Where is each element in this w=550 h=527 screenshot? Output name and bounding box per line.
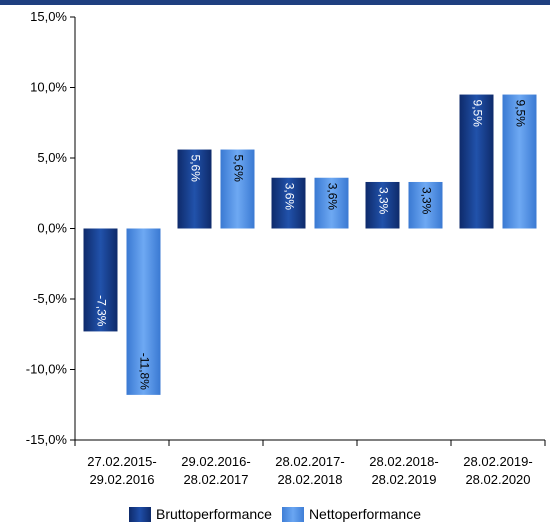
legend-item-netto: Nettoperformance — [281, 506, 421, 522]
legend-label-brutto: Bruttoperformance — [155, 506, 272, 522]
x-tick-label: 28.02.2018- — [369, 454, 438, 469]
x-tick-label: 28.02.2017- — [275, 454, 344, 469]
bar-netto — [408, 181, 443, 229]
data-label: 3,6% — [325, 183, 339, 211]
y-tick-label: -5,0% — [33, 291, 67, 306]
bar-netto — [314, 177, 349, 229]
data-label: 5,6% — [231, 155, 245, 183]
x-tick-label: 28.02.2018 — [277, 472, 342, 487]
x-tick-label: 27.02.2015- — [87, 454, 156, 469]
bar-netto — [502, 94, 537, 229]
legend-swatch-netto — [281, 506, 304, 522]
bar-brutto — [459, 94, 494, 229]
data-label: -7,3% — [94, 295, 108, 327]
legend-label-netto: Nettoperformance — [308, 506, 421, 522]
legend: Bruttoperformance Nettoperformance — [0, 506, 550, 522]
data-label: 9,5% — [470, 100, 484, 128]
top-accent-bar — [0, 0, 550, 5]
data-label: 3,3% — [419, 187, 433, 215]
y-tick-label: 15,0% — [30, 9, 67, 24]
bar-brutto — [83, 228, 118, 332]
data-label: 5,6% — [188, 155, 202, 183]
y-tick-label: -15,0% — [26, 432, 68, 447]
bar-brutto — [365, 181, 400, 229]
legend-swatch-brutto — [128, 506, 151, 522]
x-tick-label: 29.02.2016- — [181, 454, 250, 469]
x-tick-label: 28.02.2019- — [463, 454, 532, 469]
bar-brutto — [177, 149, 212, 229]
x-tick-label: 28.02.2020 — [465, 472, 530, 487]
y-tick-label: 10,0% — [30, 80, 67, 95]
data-label: -11,8% — [137, 353, 151, 390]
bar-brutto — [271, 177, 306, 229]
bar-netto — [126, 228, 161, 395]
data-label: 3,6% — [282, 183, 296, 211]
bar-netto — [220, 149, 255, 229]
y-tick-label: 5,0% — [37, 150, 67, 165]
y-tick-label: -10,0% — [26, 362, 68, 377]
x-tick-label: 28.02.2019 — [371, 472, 436, 487]
x-tick-label: 29.02.2016 — [89, 472, 154, 487]
data-label: 3,3% — [376, 187, 390, 215]
performance-bar-chart: 15,0% 10,0% 5,0% 0,0% -5,0% -10,0% -15,0% 27.02… — [26, 9, 546, 487]
y-tick-label: 0,0% — [37, 221, 67, 236]
x-tick-label: 28.02.2017 — [183, 472, 248, 487]
data-label: 9,5% — [513, 100, 527, 128]
legend-item-brutto: Bruttoperformance — [128, 506, 272, 522]
